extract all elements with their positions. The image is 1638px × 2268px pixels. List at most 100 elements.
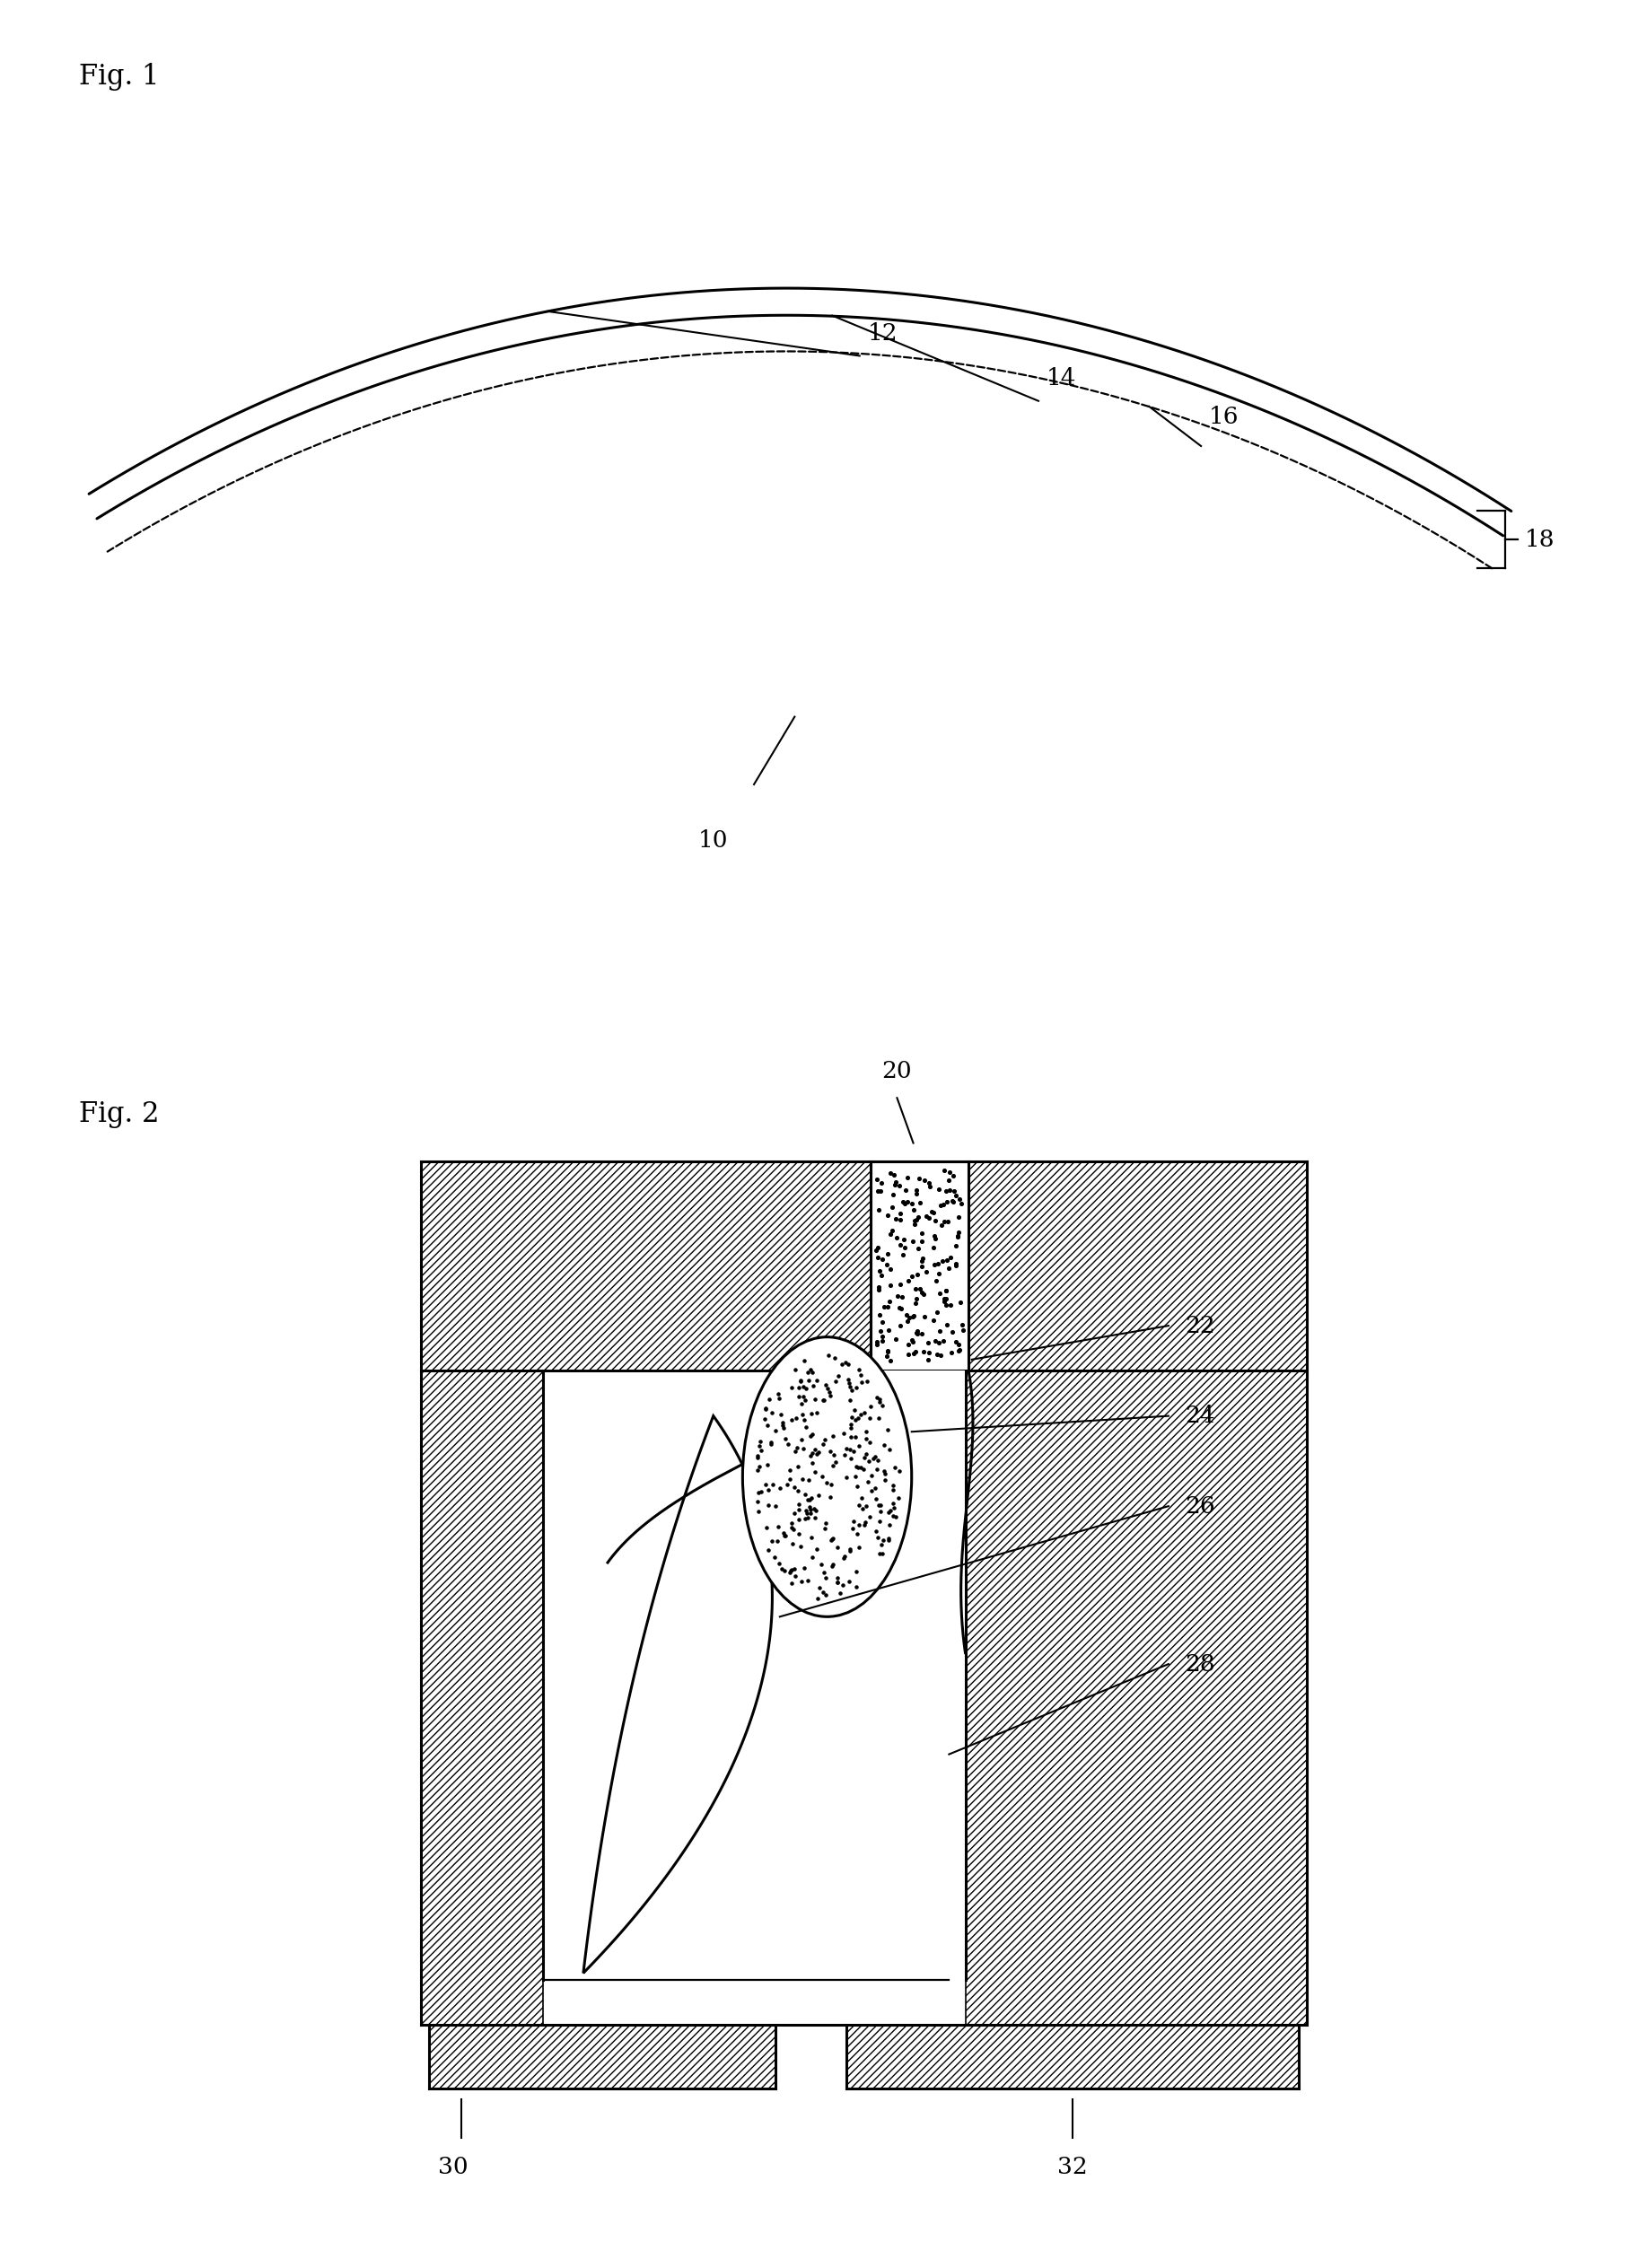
Bar	[421, 1161, 871, 1370]
Point	[796, 1463, 822, 1499]
Point	[880, 1177, 906, 1213]
Point	[934, 1272, 960, 1309]
Point	[909, 1243, 935, 1279]
Point	[778, 1508, 804, 1545]
Point	[801, 1490, 827, 1526]
Point	[819, 1547, 845, 1583]
Point	[883, 1499, 909, 1535]
Point	[876, 1506, 903, 1542]
Point	[868, 1492, 894, 1529]
Point	[942, 1177, 968, 1213]
Point	[809, 1547, 835, 1583]
Point	[799, 1445, 826, 1481]
Point	[778, 1551, 804, 1588]
Point	[914, 1254, 940, 1290]
Point	[894, 1159, 921, 1195]
Text: Fig. 1: Fig. 1	[79, 64, 161, 91]
Point	[827, 1574, 853, 1610]
Point	[881, 1157, 907, 1193]
Point	[881, 1166, 907, 1202]
Point	[935, 1161, 962, 1198]
Point	[847, 1488, 873, 1524]
Point	[824, 1565, 850, 1601]
Point	[885, 1481, 911, 1517]
Point	[867, 1270, 893, 1306]
Point	[770, 1411, 796, 1447]
Point	[903, 1173, 929, 1209]
Point	[903, 1284, 929, 1320]
Point	[934, 1243, 960, 1279]
Point	[850, 1490, 876, 1526]
Point	[904, 1256, 930, 1293]
Point	[909, 1315, 935, 1352]
Point	[901, 1202, 927, 1238]
Point	[771, 1554, 798, 1590]
Point	[752, 1465, 778, 1501]
Point	[914, 1343, 940, 1379]
Point	[947, 1331, 973, 1368]
Point	[939, 1313, 965, 1349]
Point	[837, 1411, 863, 1447]
Point	[873, 1338, 899, 1374]
Point	[767, 1545, 793, 1581]
Point	[829, 1345, 855, 1381]
Point	[932, 1272, 958, 1309]
Point	[875, 1236, 901, 1272]
Point	[921, 1247, 947, 1284]
Point	[921, 1195, 947, 1232]
Point	[845, 1449, 871, 1486]
Point	[932, 1284, 958, 1320]
Bar	[429, 2025, 775, 2089]
Point	[935, 1204, 962, 1241]
Point	[847, 1449, 873, 1486]
Point	[847, 1427, 873, 1463]
Point	[848, 1479, 875, 1515]
Point	[776, 1452, 803, 1488]
Point	[871, 1461, 898, 1497]
Point	[919, 1193, 945, 1229]
Point	[758, 1427, 785, 1463]
Point	[896, 1327, 922, 1363]
Point	[867, 1297, 893, 1334]
Point	[855, 1463, 881, 1499]
Point	[857, 1424, 883, 1461]
Point	[770, 1515, 796, 1551]
Point	[852, 1504, 878, 1540]
Point	[793, 1492, 819, 1529]
Point	[883, 1220, 909, 1256]
Point	[793, 1370, 819, 1406]
Point	[752, 1390, 778, 1427]
Point	[885, 1277, 911, 1313]
Point	[878, 1492, 904, 1529]
Point	[875, 1411, 901, 1447]
Point	[837, 1531, 863, 1567]
Point	[799, 1520, 826, 1556]
Point	[824, 1529, 850, 1565]
Point	[781, 1495, 808, 1531]
Point	[876, 1311, 903, 1347]
Point	[845, 1399, 871, 1436]
Point	[865, 1520, 891, 1556]
Point	[868, 1173, 894, 1209]
Point	[752, 1390, 778, 1427]
Point	[796, 1490, 822, 1526]
Point	[875, 1495, 901, 1531]
Ellipse shape	[742, 1338, 912, 1617]
Point	[791, 1343, 817, 1379]
Point	[852, 1440, 878, 1476]
Point	[794, 1563, 821, 1599]
Point	[878, 1343, 904, 1379]
Point	[768, 1551, 794, 1588]
Point	[753, 1447, 780, 1483]
Point	[788, 1361, 814, 1397]
Point	[947, 1182, 973, 1218]
Point	[791, 1379, 817, 1415]
Point	[948, 1186, 975, 1222]
Point	[806, 1569, 832, 1606]
Point	[922, 1218, 948, 1254]
Point	[907, 1270, 934, 1306]
Point	[844, 1467, 870, 1504]
Point	[878, 1268, 904, 1304]
Point	[765, 1508, 791, 1545]
Point	[945, 1218, 971, 1254]
